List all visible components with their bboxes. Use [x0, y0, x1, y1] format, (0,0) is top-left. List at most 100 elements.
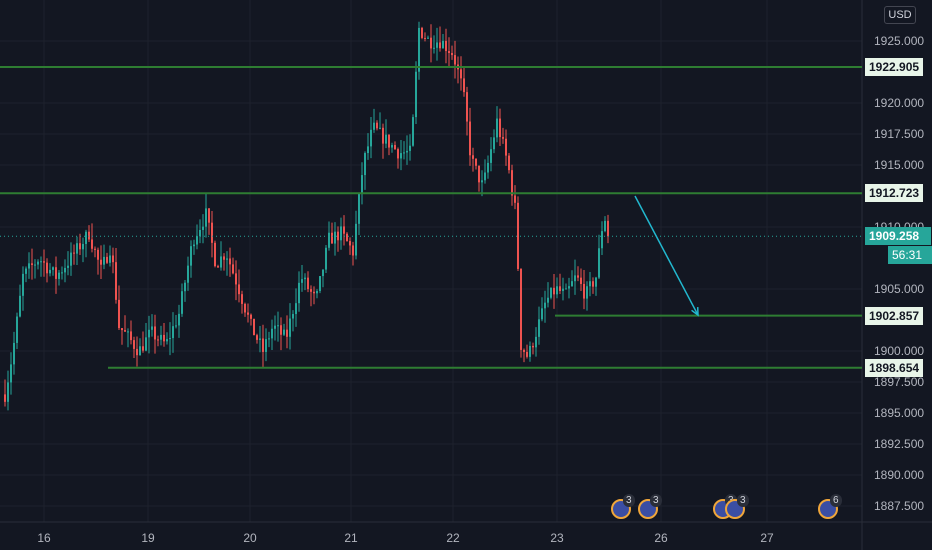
candle-body — [256, 335, 258, 340]
candle-body — [253, 318, 255, 336]
candle-body — [334, 231, 336, 244]
candle-body — [409, 145, 411, 151]
candle-body — [496, 118, 498, 138]
projection-arrow-head — [691, 307, 699, 317]
candle-body — [421, 27, 423, 38]
candle-body — [310, 289, 312, 292]
candle-body — [607, 220, 609, 237]
candle-body — [559, 286, 561, 291]
candle-body — [16, 316, 18, 343]
candle-body — [511, 170, 513, 196]
candle-body — [88, 231, 90, 240]
candle-body — [523, 349, 525, 352]
candle-body — [301, 279, 303, 283]
candle-body — [202, 226, 204, 230]
candle-body — [229, 258, 231, 265]
candle-body — [130, 331, 132, 341]
candle-body — [469, 121, 471, 156]
candle-body — [286, 329, 288, 337]
candle-body — [34, 264, 36, 266]
candle-body — [241, 294, 243, 304]
candle-body — [472, 155, 474, 159]
currency-button[interactable]: USD — [884, 6, 916, 24]
candle-body — [388, 134, 390, 148]
candle-body — [319, 276, 321, 292]
candle-body — [574, 275, 576, 282]
candle-body — [316, 291, 318, 294]
candle-body — [577, 275, 579, 278]
candle-body — [313, 291, 315, 294]
candle-body — [598, 248, 600, 278]
candle-body — [103, 256, 105, 265]
candle-body — [292, 314, 294, 319]
candle-body — [94, 248, 96, 250]
candle-body — [463, 78, 465, 93]
candle-body — [499, 118, 501, 138]
candle-body — [160, 334, 162, 340]
candle-body — [25, 268, 27, 274]
candle-body — [271, 328, 273, 339]
candle-body — [10, 364, 12, 383]
candle-body — [289, 318, 291, 337]
candle-body — [427, 37, 429, 39]
candle-body — [199, 229, 201, 237]
candle-body — [247, 312, 249, 315]
candle-body — [265, 339, 267, 352]
candle-body — [481, 180, 483, 183]
candle-body — [295, 303, 297, 315]
candle-body — [475, 158, 477, 166]
candle-body — [583, 283, 585, 299]
candle-body — [262, 338, 264, 352]
candle-body — [436, 42, 438, 48]
candle-body — [466, 92, 468, 122]
candle-body — [445, 40, 447, 52]
candle-body — [493, 137, 495, 150]
candle-body — [406, 150, 408, 153]
candle-body — [49, 269, 51, 274]
candle-body — [283, 329, 285, 335]
candle-body — [244, 303, 246, 313]
candle-body — [487, 162, 489, 173]
candle-body — [181, 291, 183, 314]
candle-body — [337, 231, 339, 241]
candle-body — [448, 51, 450, 53]
candle-body — [373, 122, 375, 130]
candle-body — [184, 282, 186, 292]
candle-body — [220, 256, 222, 268]
candle-body — [97, 249, 99, 260]
candle-body — [484, 172, 486, 181]
candle-body — [415, 71, 417, 118]
candle-body — [547, 297, 549, 303]
candle-body — [352, 245, 354, 256]
candle-body — [370, 129, 372, 147]
candle-body — [232, 264, 234, 274]
candle-body — [112, 255, 114, 263]
candle-body — [274, 325, 276, 329]
candle-body — [151, 326, 153, 330]
candle-body — [307, 277, 309, 290]
candle-body — [538, 319, 540, 337]
candle-body — [439, 42, 441, 49]
candle-body — [31, 263, 33, 265]
candle-body — [520, 268, 522, 350]
candle-body — [604, 220, 606, 232]
candle-body — [70, 252, 72, 266]
candle-body — [4, 394, 6, 402]
candle-body — [376, 122, 378, 129]
candle-body — [340, 226, 342, 241]
candle-body — [139, 346, 141, 356]
candle-body — [361, 175, 363, 194]
candle-body — [106, 256, 108, 263]
candle-body — [178, 313, 180, 326]
candle-body — [7, 382, 9, 402]
candle-body — [157, 339, 159, 341]
candle-body — [76, 243, 78, 254]
candle-body — [124, 330, 126, 332]
candle-body — [601, 231, 603, 249]
candle-body — [403, 152, 405, 154]
candle-body — [208, 208, 210, 223]
candle-body — [358, 193, 360, 224]
candle-body — [214, 242, 216, 267]
candle-body — [490, 149, 492, 163]
